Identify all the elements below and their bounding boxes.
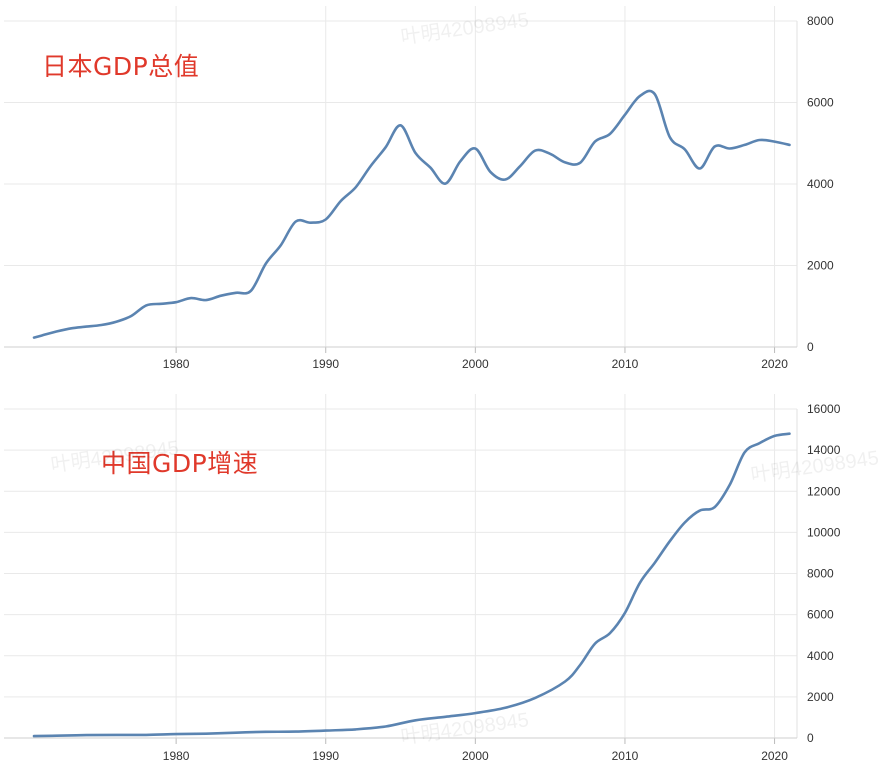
y-tick-label: 4000: [807, 177, 834, 191]
y-tick-label: 12000: [807, 484, 841, 498]
x-tick-label: 1990: [312, 749, 339, 763]
japan-gdp-panel: 0 2000 4000 6000 8000 1980 1990 2000 2010 2020 日本…: [4, 6, 834, 371]
y-tick-label: 8000: [807, 567, 834, 581]
x-tick-label: 2020: [761, 749, 788, 763]
x-tick-label: 1990: [312, 357, 339, 371]
y-tick-label: 14000: [807, 443, 841, 457]
y-tick-label: 6000: [807, 608, 834, 622]
china-gdp-chart: 0 2000 4000 6000 8000 10000 12000 14000 16000 198…: [4, 394, 841, 763]
japan-gdp-title: 日本GDP总值: [42, 52, 200, 81]
x-tick-label: 1980: [163, 357, 190, 371]
x-tick-label: 2010: [612, 357, 639, 371]
series-line: [32, 89, 791, 339]
china-gdp-title: 中国GDP增速: [101, 449, 259, 478]
y-tick-label: 10000: [807, 525, 841, 539]
x-tick-label: 2010: [612, 749, 639, 763]
y-tick-label: 0: [807, 731, 814, 745]
y-tick-label: 2000: [807, 690, 834, 704]
x-tick-label: 2020: [761, 357, 788, 371]
y-tick-label: 6000: [807, 96, 834, 110]
y-tick-label: 16000: [807, 402, 841, 416]
x-tick-label: 2000: [462, 749, 489, 763]
y-tick-label: 0: [807, 340, 814, 354]
series-line: [32, 432, 791, 738]
x-tick-label: 2000: [462, 357, 489, 371]
y-tick-label: 2000: [807, 259, 834, 273]
y-tick-label: 8000: [807, 14, 834, 28]
x-tick-label: 1980: [163, 749, 190, 763]
japan-gdp-chart: 0 2000 4000 6000 8000 1980 1990 2000 2010 2020: [4, 6, 834, 371]
china-gdp-panel: 0 2000 4000 6000 8000 10000 12000 14000 16000 198…: [0, 392, 885, 772]
y-tick-label: 4000: [807, 649, 834, 663]
